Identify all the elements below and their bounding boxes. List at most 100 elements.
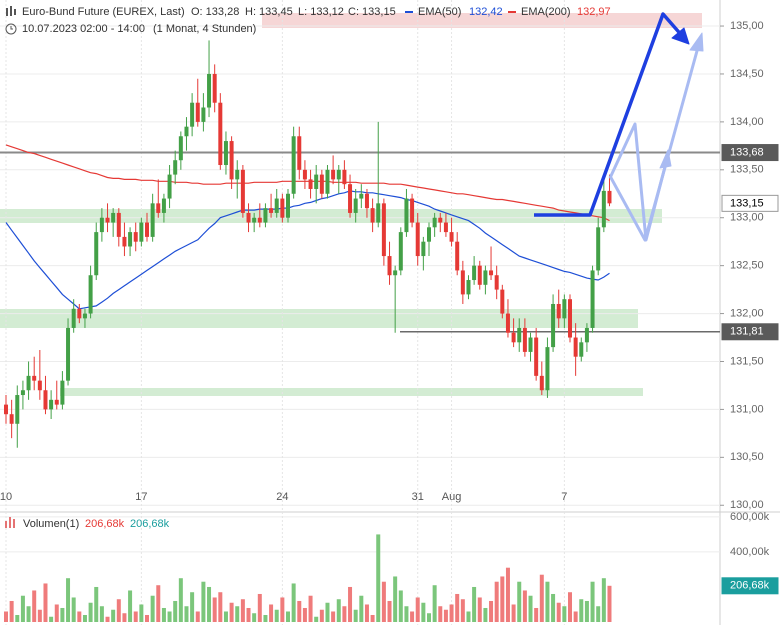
volume-bar [167,611,172,622]
volume-bar [500,576,505,622]
candle-body [455,241,460,271]
candle-body [4,404,8,415]
candle-body [314,174,319,189]
candle-body [54,399,59,405]
volume-bar [348,586,353,622]
volume-bar [173,600,178,622]
candle-body [381,203,386,257]
volume-bar [359,595,364,622]
volume-bar [427,613,431,622]
y-tick-label: 132,50 [730,260,764,272]
candle-body [274,198,279,213]
volume-bar [54,604,59,622]
candle-body [562,299,567,319]
candle-body [517,327,522,343]
volume-bar [60,607,65,622]
volume-bar [404,606,409,622]
volume-bar [286,611,290,622]
volume-bar [302,607,307,622]
y-tick-label: 133,00 [730,212,764,224]
volume-bar [49,616,54,622]
volume-bar [223,611,228,622]
candle-body [173,160,178,175]
candle-body [443,222,448,233]
volume-bar [71,597,76,622]
volume-bar [534,607,539,622]
support-zone [60,388,643,396]
last-price-tag [721,194,779,212]
candle-body [472,265,477,281]
volume-bar [325,602,330,622]
volume-bar [489,600,494,622]
ema-line [5,190,610,310]
candle-body [415,222,420,257]
candle-body [184,126,189,137]
y-tick-label: 130,50 [730,451,764,463]
legend-value: 132,97 [577,6,611,18]
volume-value: 206,68k [85,518,125,530]
volume-bar [601,578,606,622]
volume-bar [562,606,567,622]
candle-body [291,136,296,194]
legend-value: 132,42 [469,6,503,18]
legend: Euro-Bund Future (EUREX, Last) O: 133,28… [5,6,611,530]
volume-bar [82,614,87,622]
ohlc-value: O: 133,28 [191,6,239,18]
ohlc-value: C: 133,15 [348,6,396,18]
candle-body [568,299,572,338]
volume-bar [178,578,183,622]
volume-bar [161,607,166,622]
volume-bar [410,611,415,622]
volume-bar [438,606,443,622]
last-price-tag-label: 133,15 [730,197,764,209]
volume-bar [539,574,544,622]
y-tick-label: 133,50 [730,164,764,176]
volume-bar [432,585,437,622]
candle-body [539,375,544,391]
volume-bar [133,611,138,622]
candle-body [190,102,195,127]
candle-body [77,308,82,319]
volume-bar [207,586,212,622]
volume-bar [269,604,274,622]
volume-bar [229,602,234,622]
candle-body [348,184,353,213]
volume-bar [32,590,37,622]
volume-bar [449,604,454,622]
candle-body [32,375,37,381]
candle-body [229,141,234,180]
volume-tag [721,577,779,595]
candle-body [573,337,578,357]
volume-bar [105,616,110,622]
volume-bar [579,599,584,622]
volume-bar [505,567,510,622]
volume-bar [398,590,403,622]
legend-entry: EMA(50) [418,6,461,18]
volume-bar [342,606,347,622]
level-tag [721,323,779,341]
volume-bar [122,613,127,622]
volume-bar [246,607,251,622]
candle-body [15,395,20,424]
volume-bar [116,599,121,622]
candle-body [590,270,595,328]
volume-bar [150,595,155,622]
date-range: 10.07.2023 02:00 - 14:00 [22,23,145,35]
x-tick-label: 31 [412,491,424,503]
candle-body [370,208,375,223]
candle-body [556,303,561,319]
y-tick-label: 131,00 [730,403,764,415]
volume-bar [37,609,42,622]
candle-body [139,222,144,242]
candle-body [235,169,240,180]
volume-bar [568,592,572,622]
volume-bar [336,599,341,622]
volume-bar [494,581,499,622]
candle-body [133,232,138,242]
candle-body [167,174,172,199]
candle-body [494,275,499,290]
candle-body [161,198,166,213]
candle-body [82,313,87,319]
candle-body [178,136,183,161]
volume-bar [443,609,448,622]
